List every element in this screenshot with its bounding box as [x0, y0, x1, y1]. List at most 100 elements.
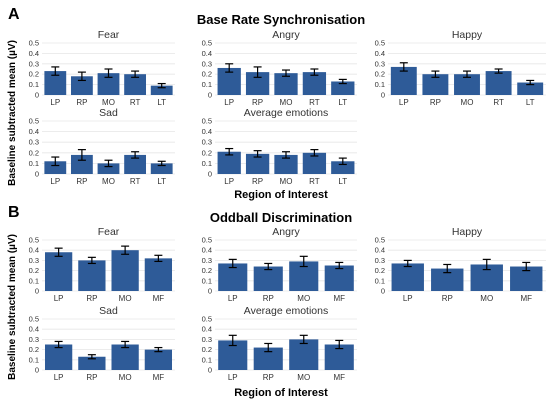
x-tick-label: LP [228, 294, 238, 303]
bar-rp [70, 76, 93, 95]
bar-mf [144, 258, 173, 291]
x-tick-label: RP [263, 294, 274, 303]
x-tick-label: RP [76, 177, 87, 186]
y-tick-label: 0.4 [202, 127, 212, 136]
y-tick-label: 0.4 [29, 127, 39, 136]
x-tick-label: LT [526, 98, 535, 107]
y-tick-label: 0 [208, 91, 212, 100]
y-tick-label: 0.3 [202, 335, 212, 344]
facet-title: Sad [99, 107, 118, 119]
facet-title: Average emotions [244, 107, 328, 119]
panel-a-y-axis-label: Baseline subtracted mean (µV) [7, 40, 18, 186]
bar-mo [97, 163, 120, 174]
x-tick-label: MO [480, 294, 493, 303]
y-tick-label: 0 [208, 170, 212, 179]
x-tick-label: MF [153, 294, 165, 303]
bar-rp [422, 74, 449, 95]
y-tick-label: 0.2 [29, 266, 39, 275]
bar-mo [111, 344, 139, 370]
panel-b-letter: B [8, 204, 20, 221]
bar-lp [44, 161, 67, 174]
y-tick-label: 0.1 [29, 276, 39, 285]
bar-mf [144, 349, 173, 370]
y-tick-label: 0.2 [202, 148, 212, 157]
x-tick-label: MO [119, 373, 132, 382]
bar-rp [245, 72, 270, 95]
y-tick-label: 0.4 [29, 246, 39, 255]
y-tick-label: 0 [35, 170, 39, 179]
y-tick-label: 0.4 [375, 246, 385, 255]
y-tick-label: 0.5 [375, 39, 385, 48]
y-tick-label: 0.5 [375, 236, 385, 245]
facet-title: Angry [272, 29, 300, 41]
x-tick-label: LP [54, 294, 64, 303]
x-tick-label: MO [461, 98, 474, 107]
x-tick-label: RP [263, 373, 274, 382]
facet-b-average-emotions: Average emotions 0 0.10.20.30.40.5 LP RP MO MF [202, 305, 357, 382]
facet-title: Fear [98, 29, 120, 41]
x-tick-label: MF [333, 294, 345, 303]
facet-b-fear: Fear 0 0.10.20.30.40.5 LP RP MO MF [29, 226, 175, 303]
panel-b-y-axis-label: Baseline subtracted mean (µV) [7, 234, 18, 380]
x-tick-label: RP [252, 98, 263, 107]
x-tick-label: LP [403, 294, 413, 303]
x-tick-label: MF [333, 373, 345, 382]
bar-rp [253, 266, 283, 291]
facet-a-fear: Fear 0 0.10.2 0.30.40.5 LP RP MO RT LT [29, 29, 175, 107]
x-tick-label: LP [50, 177, 60, 186]
y-tick-label: 0.4 [29, 49, 39, 58]
x-tick-label: MO [280, 177, 293, 186]
facet-title: Happy [452, 226, 483, 238]
bar-lp [217, 151, 241, 174]
x-tick-label: MO [102, 98, 115, 107]
y-tick-label: 0 [208, 366, 212, 375]
y-tick-label: 0.5 [202, 39, 212, 48]
y-tick-label: 0.1 [375, 276, 385, 285]
panel-a-title: Base Rate Synchronisation [197, 12, 365, 27]
y-tick-label: 0.2 [202, 266, 212, 275]
y-tick-label: 0.3 [202, 256, 212, 265]
y-tick-label: 0 [35, 91, 39, 100]
facet-a-happy: Happy 0 0.10.2 0.30.40.5 LP RP MO RT LT [375, 29, 546, 107]
x-tick-label: MO [297, 294, 310, 303]
y-tick-label: 0 [35, 287, 39, 296]
bar-rt [302, 152, 327, 174]
panel-b-title: Oddball Discrimination [210, 210, 352, 225]
y-tick-label: 0.4 [202, 49, 212, 58]
x-tick-label: RP [430, 98, 441, 107]
x-tick-label: RP [252, 177, 263, 186]
y-tick-label: 0.3 [375, 59, 385, 68]
bar-rp [70, 154, 93, 174]
y-tick-label: 0.5 [202, 117, 212, 126]
bar-lt [150, 163, 173, 174]
y-tick-label: 0.1 [375, 80, 385, 89]
bar-mo [274, 154, 298, 174]
y-tick-label: 0.4 [202, 325, 212, 334]
x-tick-label: RT [493, 98, 504, 107]
bar-lt [517, 82, 544, 95]
x-tick-label: LT [157, 177, 166, 186]
y-tick-label: 0.2 [202, 345, 212, 354]
x-tick-label: RP [86, 294, 97, 303]
x-tick-label: RP [86, 373, 97, 382]
panel-a-x-axis-label: Region of Interest [234, 189, 328, 201]
y-tick-label: 0.4 [375, 49, 385, 58]
y-tick-label: 0.1 [29, 80, 39, 89]
bar-rt [124, 74, 147, 95]
bar-lp [44, 71, 67, 95]
facet-title: Fear [98, 226, 120, 238]
facet-a-angry: Angry 0 0.10.2 0.30.40.5 LP RP MO RT LT [202, 29, 357, 107]
y-tick-label: 0.5 [29, 315, 39, 324]
x-tick-label: LP [399, 98, 409, 107]
bar-mo [454, 74, 480, 95]
y-tick-label: 0.2 [202, 70, 212, 79]
bar-lp [44, 252, 73, 291]
x-tick-label: MO [119, 294, 132, 303]
x-tick-label: LP [224, 177, 234, 186]
y-tick-label: 0 [208, 287, 212, 296]
y-tick-label: 0.2 [29, 148, 39, 157]
y-tick-label: 0.5 [202, 236, 212, 245]
x-tick-label: MO [280, 98, 293, 107]
x-tick-label: LP [224, 98, 234, 107]
